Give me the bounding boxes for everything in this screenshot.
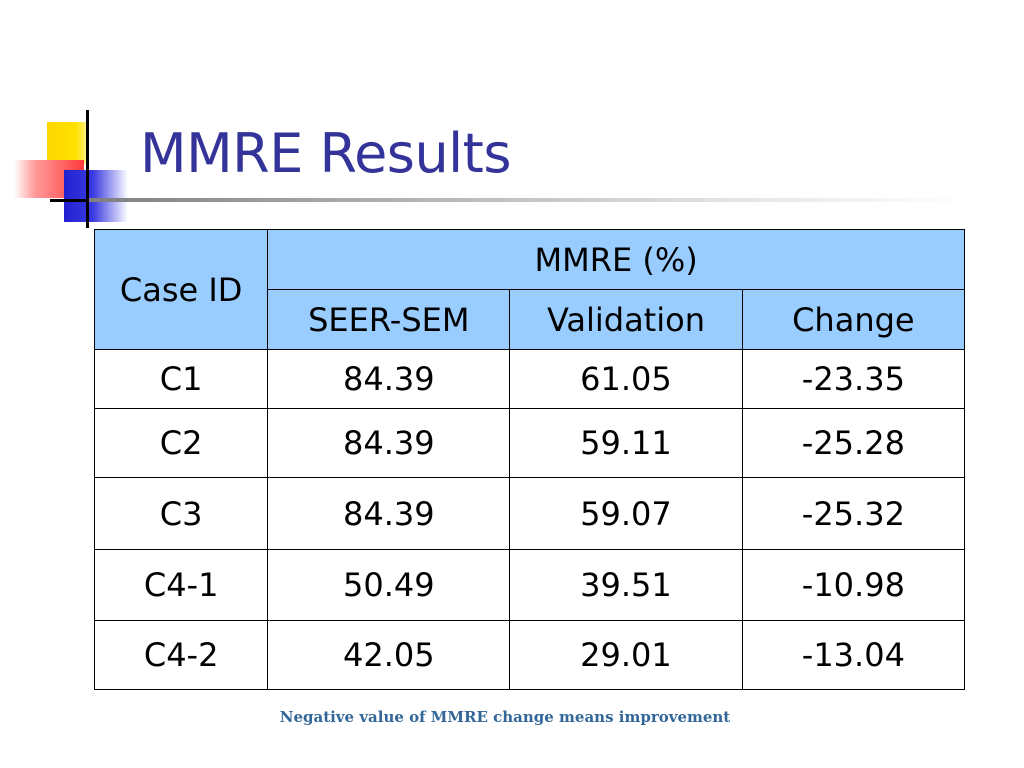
decorative-logo [0,0,140,240]
validation-cell: 59.07 [509,477,743,550]
table-row: C2 84.39 59.11 -25.28 [93,408,966,478]
logo-yellow-square [47,122,89,164]
change-cell: -25.32 [741,477,966,550]
table-row: C4-2 42.05 29.01 -13.04 [93,620,966,690]
case-id-cell: C1 [93,349,269,409]
case-id-cell: C3 [93,477,269,550]
table-row: C1 84.39 61.05 -23.35 [93,349,966,409]
title-underline [89,198,969,202]
validation-header: Validation [509,289,743,350]
change-cell: -25.28 [741,408,966,478]
seer-sem-cell: 84.39 [267,408,511,478]
logo-blue-square [64,170,128,222]
seer-sem-cell: 42.05 [267,620,511,690]
validation-cell: 29.01 [509,620,743,690]
table-header-row: Case ID MMRE (%) [93,229,965,350]
validation-cell: 59.11 [509,408,743,478]
logo-vertical-line [86,110,89,228]
seer-sem-cell: 84.39 [267,477,511,550]
table-subheader-row: SEER-SEM Validation Change [95,289,966,350]
seer-sem-cell: 84.39 [267,349,511,409]
slide-title: MMRE Results [140,122,511,185]
table-row: C3 84.39 59.07 -25.32 [93,477,966,550]
validation-cell: 39.51 [509,549,743,621]
validation-cell: 61.05 [509,349,743,409]
seer-sem-cell: 50.49 [267,549,511,621]
change-header: Change [741,289,966,350]
table-row: C4-1 50.49 39.51 -10.98 [93,549,966,621]
change-cell: -10.98 [741,549,966,621]
case-id-cell: C2 [93,408,269,478]
footnote: Negative value of MMRE change means impr… [279,708,731,726]
change-cell: -13.04 [741,620,966,690]
case-id-cell: C4-1 [93,549,269,621]
case-id-header: Case ID [93,229,269,350]
mmre-results-table: Case ID MMRE (%) SEER-SEM Validation Cha… [93,229,966,690]
mmre-group-header: MMRE (%) [267,229,965,290]
change-cell: -23.35 [741,349,966,409]
seer-sem-header: SEER-SEM [267,289,511,350]
case-id-cell: C4-2 [93,620,269,690]
